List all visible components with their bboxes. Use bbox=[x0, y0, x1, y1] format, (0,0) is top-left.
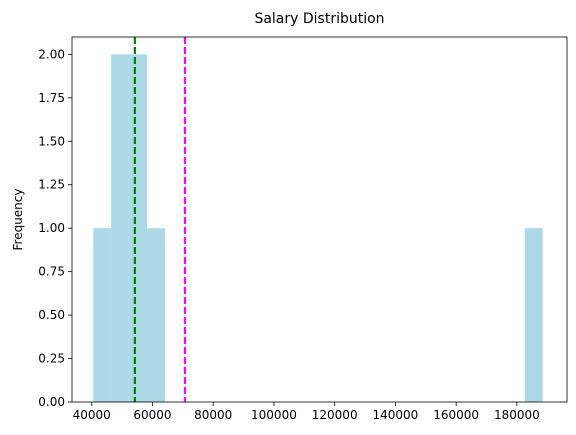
x-tick-label: 160000 bbox=[433, 408, 479, 422]
x-axis-ticks: 40000 60000 80000 100000 120000 140000 160000 1… bbox=[73, 402, 540, 422]
histogram-bar-2 bbox=[111, 54, 130, 402]
histogram-bar-3 bbox=[129, 54, 148, 402]
y-tick-label: 1.50 bbox=[38, 134, 65, 148]
x-tick-label: 140000 bbox=[373, 408, 419, 422]
y-tick-label: 1.75 bbox=[38, 91, 65, 105]
x-tick-label: 60000 bbox=[133, 408, 171, 422]
y-tick-label: 0.25 bbox=[38, 352, 65, 366]
y-axis-label: Frequency bbox=[11, 189, 25, 251]
x-tick-label: 120000 bbox=[312, 408, 358, 422]
histogram-bar-4 bbox=[147, 228, 165, 402]
plot-frame bbox=[71, 36, 568, 403]
y-tick-label: 0.75 bbox=[38, 265, 65, 279]
y-tick-label: 0.00 bbox=[38, 395, 65, 409]
x-tick-label: 100000 bbox=[251, 408, 297, 422]
bars-group bbox=[93, 54, 543, 402]
histogram-bar-1 bbox=[93, 228, 112, 402]
y-tick-label: 0.50 bbox=[38, 308, 65, 322]
y-tick-label: 1.00 bbox=[38, 221, 65, 235]
x-tick-label: 40000 bbox=[73, 408, 111, 422]
y-tick-label: 2.00 bbox=[38, 47, 65, 61]
chart-title: Salary Distribution bbox=[254, 11, 384, 27]
reference-lines-group bbox=[133, 37, 187, 402]
y-tick-label: 1.25 bbox=[38, 178, 65, 192]
x-tick-label: 80000 bbox=[194, 408, 232, 422]
x-tick-label: 180000 bbox=[494, 408, 540, 422]
y-axis-ticks: 0.00 0.25 0.50 0.75 1.00 1.25 1.50 1.75 2.00 bbox=[38, 47, 72, 409]
histogram-bar-5 bbox=[524, 228, 543, 402]
